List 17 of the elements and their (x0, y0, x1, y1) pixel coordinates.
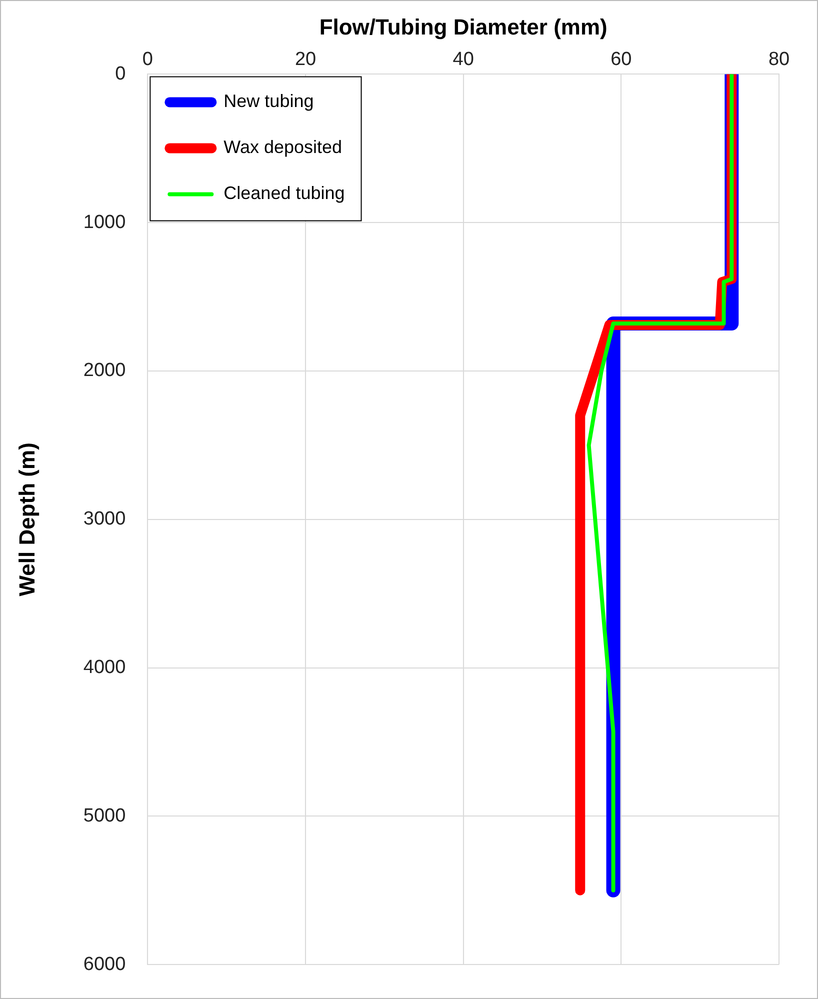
y-tick-label: 0 (115, 63, 126, 84)
y-tick-label: 6000 (83, 954, 126, 975)
y-tick-label: 2000 (83, 360, 126, 382)
x-tick-label: 0 (142, 49, 153, 70)
y-tick-label: 3000 (83, 508, 126, 530)
legend-label: Wax deposited (224, 137, 342, 158)
legend-label: Cleaned tubing (224, 183, 345, 204)
y-tick-label: 4000 (83, 657, 126, 678)
x-axis-title: Flow/Tubing Diameter (mm) (319, 14, 608, 40)
y-tick-label: 1000 (83, 212, 126, 233)
legend-label: New tubing (224, 91, 314, 112)
x-tick-label: 60 (610, 49, 632, 70)
x-tick-label: 80 (768, 49, 790, 70)
y-axis-title: Well Depth (m) (14, 442, 40, 596)
x-tick-label: 20 (294, 49, 316, 70)
y-tick-label: 5000 (83, 805, 126, 826)
x-tick-label: 40 (452, 49, 474, 70)
